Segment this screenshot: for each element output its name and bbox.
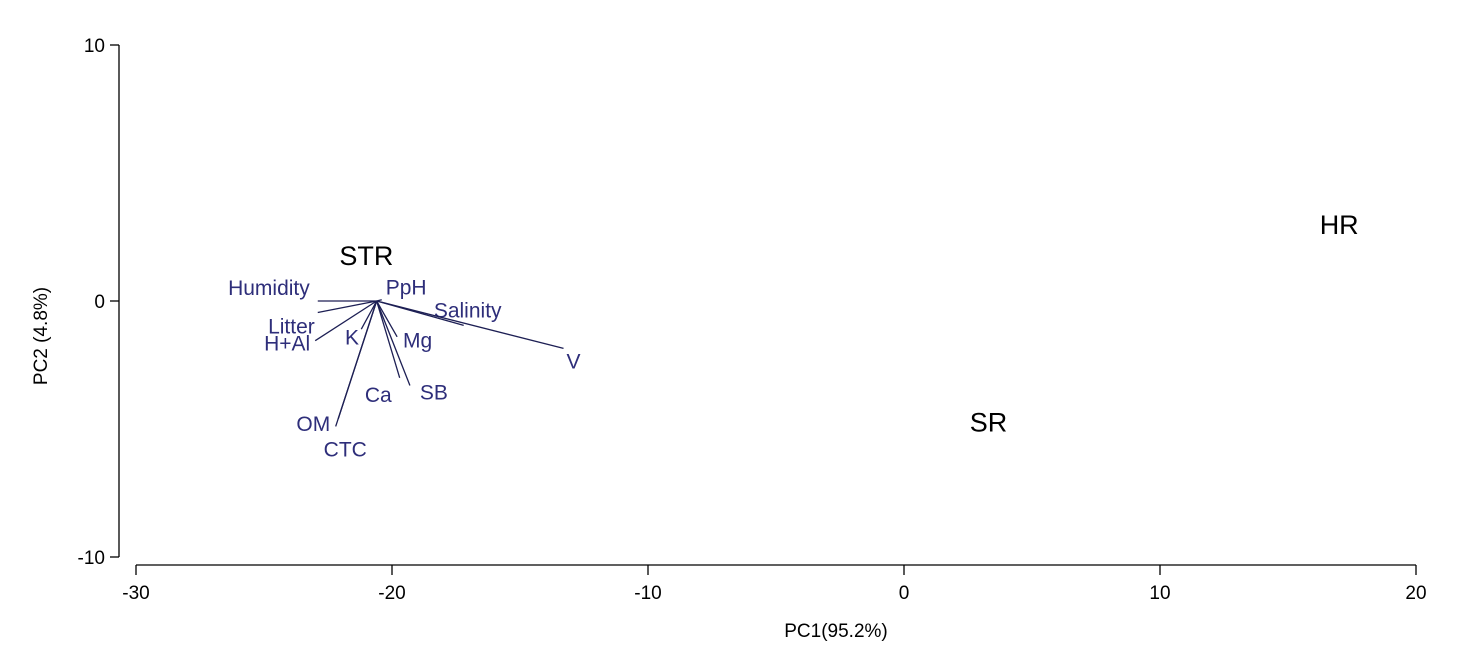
vector-label: OM [296, 413, 330, 436]
vector-line-k [360, 300, 378, 330]
sample-label-hr: HR [1320, 210, 1359, 240]
x-tick-label: -30 [122, 583, 149, 604]
vector-label: Mg [403, 329, 432, 352]
x-tick-label: 10 [1149, 583, 1170, 604]
x-tick-label: -10 [634, 583, 661, 604]
vector-label: Ca [365, 384, 392, 407]
y-tick-label: 10 [84, 36, 105, 57]
vector-label: Litter [268, 316, 315, 339]
vector-label: PpH [386, 277, 427, 300]
vector-label: CTC [324, 438, 367, 461]
x-axis-title: PC1(95.2%) [784, 621, 888, 642]
y-tick-label: -10 [78, 548, 105, 569]
vector-line-v [376, 300, 564, 349]
vector-label: H+Al [264, 333, 310, 356]
vector-label: Humidity [228, 277, 310, 300]
vector-label: K [345, 326, 359, 349]
x-tick-label: 20 [1405, 583, 1426, 604]
x-tick-label: -20 [378, 583, 405, 604]
x-tick-label: 0 [899, 583, 910, 604]
vector-line-sb [376, 300, 411, 386]
vector-line-ctc [335, 300, 378, 427]
vector-label: V [567, 350, 581, 373]
sample-label-sr: SR [970, 407, 1008, 437]
vector-line-ca [376, 300, 401, 378]
y-tick-label: 0 [94, 292, 105, 313]
sample-label-str: STR [339, 241, 393, 271]
vector-label: SB [420, 381, 448, 404]
vector-line-mg [376, 300, 398, 338]
y-axis-title: PC2 (4.8%) [31, 287, 52, 385]
vector-line-litter [317, 300, 377, 314]
vector-label: Salinity [434, 300, 502, 323]
vector-line-hal [314, 300, 377, 342]
